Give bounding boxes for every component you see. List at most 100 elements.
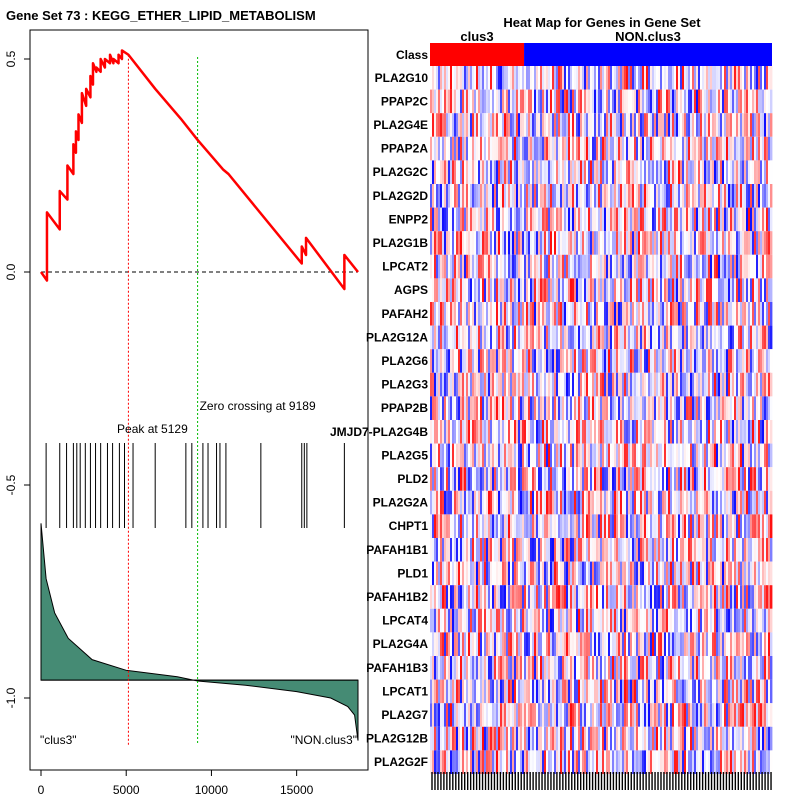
heatmap-cell (724, 231, 727, 255)
heatmap-cell (708, 490, 711, 515)
heatmap-cell (522, 420, 525, 444)
heatmap-cell (732, 325, 735, 350)
heatmap-cell (516, 160, 519, 184)
heatmap-cell (566, 349, 569, 373)
heatmap-cell (524, 608, 527, 633)
heatmap-cell (666, 254, 669, 279)
heatmap-cell (598, 325, 601, 350)
heatmap-cell (552, 585, 555, 609)
heatmap-cell (540, 679, 543, 704)
heatmap-cell (610, 703, 613, 727)
heatmap-cell (744, 585, 747, 609)
heatmap-cell (608, 349, 611, 373)
heatmap-cell (580, 184, 583, 208)
heatmap-cell (652, 396, 655, 420)
heatmap-cell (598, 136, 601, 161)
heatmap-cell (602, 420, 605, 444)
heatmap-cell (542, 443, 545, 468)
heatmap-cell (668, 372, 671, 397)
heatmap-cell (698, 679, 701, 704)
heatmap-cell (470, 514, 473, 538)
heatmap-cell (446, 89, 449, 114)
heatmap-cell (546, 561, 549, 586)
heatmap-cell (592, 184, 595, 208)
heatmap-cell (608, 396, 611, 420)
heatmap-cell (736, 514, 739, 538)
heatmap-cell (578, 585, 581, 609)
heatmap-cell (590, 278, 593, 302)
heatmap-cell (506, 490, 509, 515)
heatmap-cell (444, 656, 447, 680)
heatmap-cell (432, 514, 435, 538)
heatmap-cell (578, 490, 581, 515)
heatmap-cell (716, 89, 719, 114)
heatmap-cell (718, 703, 721, 727)
heatmap-cell (726, 349, 729, 373)
heatmap-cell (666, 656, 669, 680)
heatmap-cell (478, 608, 481, 633)
heatmap-cell (650, 136, 653, 161)
heatmap-cell (548, 160, 551, 184)
heatmap-cell (752, 396, 755, 420)
heatmap-cell (486, 703, 489, 727)
heatmap-cell (574, 254, 577, 279)
heatmap-cell (670, 89, 673, 114)
heatmap-cell (622, 184, 625, 208)
heatmap-row (430, 443, 773, 468)
heatmap-cell (634, 231, 637, 255)
heatmap-cell (716, 254, 719, 279)
heatmap-cell (466, 726, 469, 751)
heatmap-cell (766, 443, 769, 468)
heatmap-cell (552, 443, 555, 468)
heatmap-cell (492, 656, 495, 680)
heatmap-cell (660, 585, 663, 609)
heatmap-cell (750, 585, 753, 609)
heatmap-cell (586, 679, 589, 704)
heatmap-cell (764, 254, 767, 279)
heatmap-cell (642, 656, 645, 680)
heatmap-cell (730, 632, 733, 656)
heatmap-cell (492, 372, 495, 397)
heatmap-cell (694, 467, 697, 491)
heatmap-cell (524, 538, 527, 562)
heatmap-cell (598, 490, 601, 515)
heatmap-cell (484, 608, 487, 633)
heatmap-cell (566, 538, 569, 562)
heatmap-cell (706, 160, 709, 184)
heatmap-cell (598, 207, 601, 232)
heatmap-cell (560, 396, 563, 420)
heatmap-cell (574, 66, 577, 90)
heatmap-cell (632, 632, 635, 656)
heatmap-cell (556, 490, 559, 515)
heatmap-cell (624, 113, 627, 137)
heatmap-cell (674, 538, 677, 562)
heatmap-cell (496, 302, 499, 326)
heatmap-cell (480, 490, 483, 515)
heatmap-cell (514, 420, 517, 444)
heatmap-cell (768, 632, 771, 656)
heatmap-cell (744, 396, 747, 420)
heatmap-cell (670, 656, 673, 680)
heatmap-cell (570, 420, 573, 444)
heatmap-cell (454, 585, 457, 609)
heatmap-cell (660, 679, 663, 704)
heatmap-cell (624, 302, 627, 326)
heatmap-cell (620, 514, 623, 538)
heatmap-cell (754, 160, 757, 184)
heatmap-cell (580, 207, 583, 232)
heatmap-cell (590, 372, 593, 397)
heatmap-cell (540, 231, 543, 255)
heatmap-cell (556, 184, 559, 208)
heatmap-cell (494, 538, 497, 562)
heatmap-cell (516, 302, 519, 326)
heatmap-cell (496, 184, 499, 208)
heatmap-cell (478, 136, 481, 161)
heatmap-cell (764, 325, 767, 350)
heatmap-cell (550, 608, 553, 633)
heatmap-cell (616, 632, 619, 656)
heatmap-cell (578, 89, 581, 114)
heatmap-cell (632, 207, 635, 232)
heatmap-cell (620, 679, 623, 704)
heatmap-cell (438, 538, 441, 562)
heatmap-cell (456, 160, 459, 184)
